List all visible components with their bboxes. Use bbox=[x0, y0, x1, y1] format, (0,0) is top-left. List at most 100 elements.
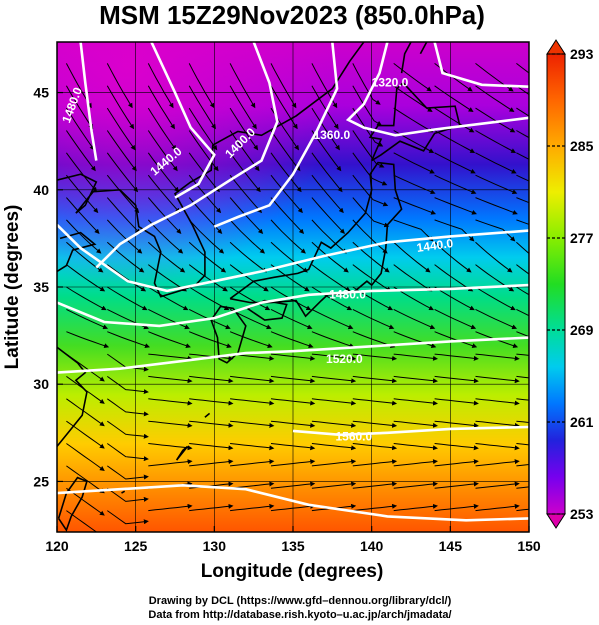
streamline bbox=[106, 241, 145, 273]
streamline bbox=[106, 63, 133, 109]
streamline bbox=[107, 286, 148, 311]
streamline bbox=[107, 487, 149, 502]
streamline bbox=[311, 481, 357, 489]
x-tick-label: 145 bbox=[439, 538, 463, 554]
streamline bbox=[270, 308, 313, 330]
streamline bbox=[434, 197, 477, 215]
streamline bbox=[311, 85, 339, 130]
streamline bbox=[229, 219, 266, 254]
streamline bbox=[393, 503, 438, 512]
streamline bbox=[516, 152, 529, 160]
streamline bbox=[352, 443, 398, 451]
y-axis-label: Latitude (degrees) bbox=[2, 205, 23, 370]
streamline bbox=[270, 353, 316, 361]
streamline bbox=[311, 219, 347, 254]
streamline bbox=[147, 241, 186, 273]
streamline bbox=[147, 174, 181, 214]
streamline bbox=[148, 503, 193, 512]
streamline bbox=[270, 152, 302, 193]
streamline bbox=[147, 63, 174, 109]
streamline bbox=[147, 130, 178, 172]
streamline bbox=[270, 197, 305, 234]
streamline bbox=[434, 375, 479, 384]
streamline bbox=[106, 130, 137, 172]
streamline bbox=[106, 152, 139, 193]
height-contour bbox=[79, 42, 98, 161]
coastline bbox=[57, 346, 88, 447]
y-axis-ticks: 25 30 35 40 45 bbox=[33, 85, 63, 489]
streamline bbox=[475, 420, 520, 428]
streamline bbox=[434, 241, 472, 273]
streamline bbox=[393, 63, 432, 92]
streamline bbox=[66, 308, 109, 330]
contour-label: 1560.0 bbox=[335, 430, 372, 444]
streamline bbox=[270, 85, 298, 130]
streamline bbox=[66, 398, 105, 427]
streamline bbox=[107, 331, 150, 349]
streamline bbox=[516, 398, 529, 401]
streamline bbox=[270, 481, 316, 489]
x-axis-label: Longitude (degrees) bbox=[201, 561, 384, 582]
height-contour bbox=[150, 42, 216, 199]
streamline bbox=[189, 420, 234, 428]
streamline bbox=[229, 63, 256, 109]
streamline bbox=[270, 375, 316, 384]
colorbar-tick-label: 293 bbox=[570, 46, 594, 62]
streamline bbox=[230, 503, 275, 512]
height-contour bbox=[57, 483, 529, 522]
streamline bbox=[189, 443, 234, 451]
streamline bbox=[148, 286, 189, 311]
streamline bbox=[189, 398, 234, 406]
streamline bbox=[107, 443, 149, 462]
streamline bbox=[270, 219, 306, 254]
streamline bbox=[393, 174, 436, 195]
map-title: MSM 15Z29Nov2023 (850.0hPa) bbox=[99, 0, 485, 30]
streamline bbox=[475, 130, 517, 153]
streamline bbox=[106, 174, 140, 214]
streamline bbox=[106, 197, 141, 234]
streamline bbox=[475, 152, 517, 174]
streamline bbox=[352, 503, 398, 512]
coastline bbox=[419, 42, 428, 55]
streamline bbox=[352, 63, 381, 105]
streamline bbox=[434, 481, 479, 489]
streamline bbox=[352, 398, 398, 406]
streamline bbox=[516, 508, 529, 512]
streamline bbox=[66, 420, 105, 449]
streamline bbox=[65, 152, 98, 193]
streamline bbox=[106, 264, 147, 292]
streamline bbox=[107, 375, 149, 395]
streamline bbox=[516, 286, 529, 296]
streamline bbox=[229, 308, 272, 330]
streamline bbox=[189, 375, 234, 384]
contour-label: 1520.0 bbox=[326, 352, 363, 366]
streamline bbox=[230, 398, 275, 406]
streamline bbox=[311, 331, 355, 349]
streamline bbox=[393, 152, 435, 174]
streamline bbox=[311, 286, 353, 311]
streamline bbox=[434, 503, 479, 512]
streamline bbox=[434, 398, 479, 406]
y-tick-label: 25 bbox=[33, 473, 49, 489]
streamline bbox=[147, 197, 182, 234]
credit-drawing: Drawing by DCL (https://www.gfd–dennou.o… bbox=[149, 595, 452, 607]
streamline bbox=[229, 130, 260, 172]
streamline bbox=[66, 331, 110, 349]
streamline bbox=[147, 152, 179, 193]
y-tick-label: 45 bbox=[33, 85, 49, 101]
x-axis-ticks: 120 125 130 135 140 145 150 bbox=[45, 526, 541, 554]
streamline bbox=[106, 107, 136, 151]
x-tick-label: 140 bbox=[360, 538, 384, 554]
streamline bbox=[475, 353, 520, 361]
streamline bbox=[66, 264, 106, 292]
streamline bbox=[393, 264, 433, 292]
height-contour bbox=[345, 42, 529, 137]
streamline bbox=[475, 241, 513, 273]
height-contour bbox=[57, 336, 529, 374]
colorbar-top-triangle bbox=[546, 39, 566, 55]
streamline bbox=[66, 353, 105, 382]
streamline bbox=[393, 375, 438, 384]
streamline bbox=[352, 353, 398, 361]
